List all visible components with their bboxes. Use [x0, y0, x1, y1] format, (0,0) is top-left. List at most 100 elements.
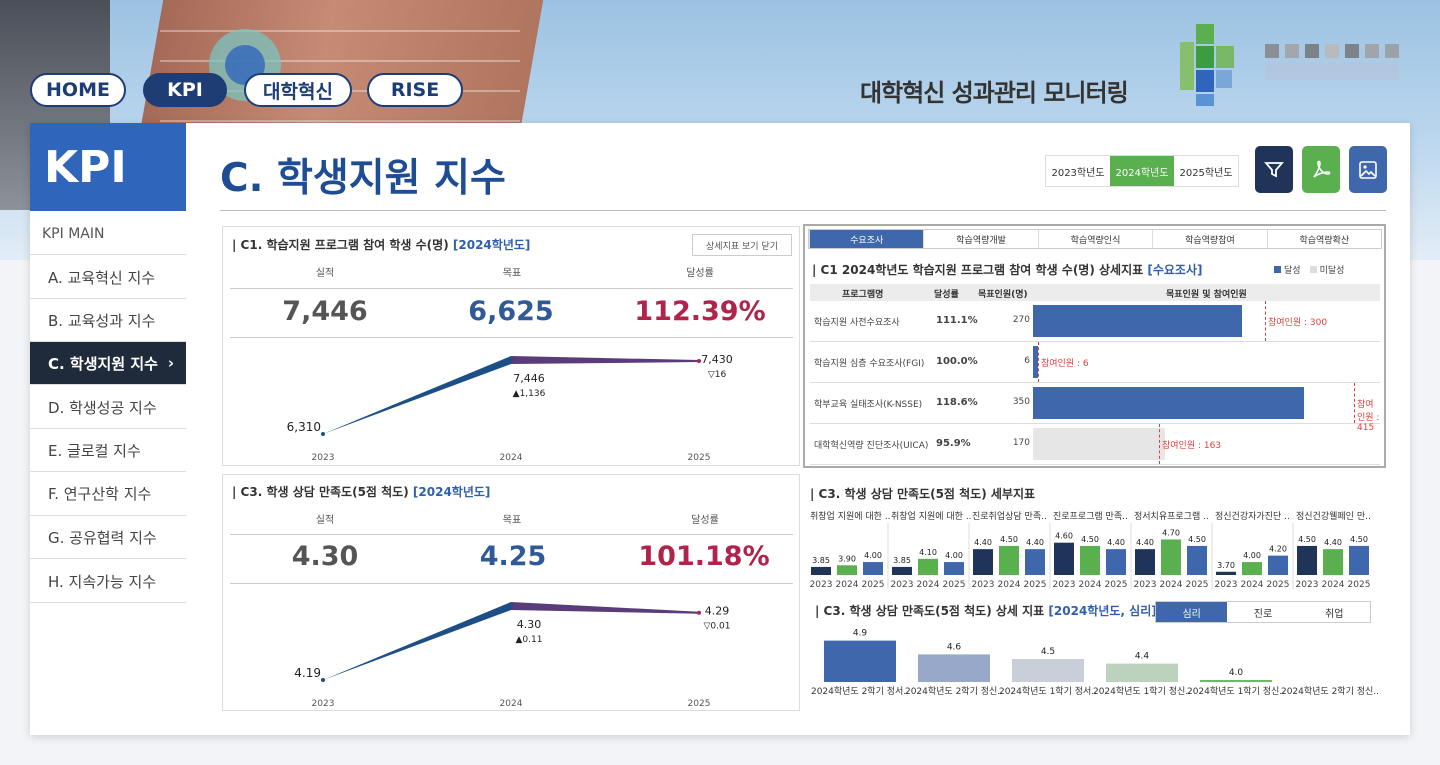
image-export-button[interactable] — [1349, 146, 1387, 193]
site-title: 대학혁신 성과관리 모니터링 — [860, 79, 1129, 107]
year-2025-button[interactable]: 2025학년도 — [1174, 156, 1238, 186]
row-target: 350 — [1012, 397, 1030, 407]
tab-learning-participation[interactable]: 학습역량참여 — [1152, 230, 1267, 248]
c3-bar-label-3-2025: 4.40 — [1107, 538, 1125, 547]
sidebar-item-c[interactable]: C. 학생지원 지수 › — [30, 342, 186, 385]
close-detail-button[interactable]: 상세지표 보기 닫기 — [692, 234, 792, 256]
tab-learning-development[interactable]: 학습역량개발 — [923, 230, 1038, 248]
filter-icon — [1264, 161, 1284, 177]
c1-trend-ribbon-2 — [511, 356, 699, 364]
tab-learning-awareness[interactable]: 학습역량인식 — [1037, 230, 1153, 248]
c3-bar-2-2024 — [999, 545, 1019, 575]
legend-unachieved: 미달성 — [1319, 266, 1345, 276]
c3-bar-4-2024 — [1161, 539, 1181, 575]
nav-kpi-button[interactable]: KPI — [143, 73, 227, 107]
c3-group-label-4: 정서치유프로그램 .. — [1134, 510, 1209, 522]
c3-bar-2-2023 — [973, 549, 993, 575]
sidebar-item-b[interactable]: B. 교육성과 지수 — [30, 299, 186, 342]
sidebar-item-label: H. 지속가능 지수 — [48, 572, 157, 591]
row-participant-marker — [1354, 383, 1355, 423]
c1-delta-label-2024: ▲1,136 — [513, 389, 546, 399]
c3-actual-label: 실적 — [315, 515, 335, 526]
detail-table-row: 학습지원 사전수요조사 111.1% 270 참여인원 : 300 — [810, 301, 1380, 342]
year-2024-button[interactable]: 2024학년도 — [1110, 156, 1174, 186]
c3-rate-label: 달성률 — [691, 515, 719, 526]
c1-title: | C1. 학습지원 프로그램 참여 학생 수(명) [2024학년도] — [232, 238, 531, 252]
filter-button[interactable] — [1255, 146, 1293, 193]
c3-group-label-2: 진로취업상담 만족.. — [972, 510, 1047, 522]
c3-bar-0-2025 — [863, 562, 883, 575]
c3-bar-label-2-2023: 4.40 — [974, 538, 992, 547]
sidebar-item-d[interactable]: D. 학생성공 지수 — [30, 386, 186, 429]
sidebar-item-label: F. 연구산학 지수 — [48, 485, 152, 503]
nav-rise-button[interactable]: RISE — [367, 73, 463, 107]
c3-group-label-0: 취창업 지원에 대한 .. — [810, 511, 891, 522]
legend-unachieved-swatch — [1309, 266, 1317, 273]
row-participant-marker — [1038, 342, 1039, 382]
pdf-export-button[interactable] — [1302, 146, 1340, 193]
c3-bar-year-4-2024: 2024 — [1160, 580, 1183, 590]
c3-bar-label-1-2023: 3.85 — [893, 556, 911, 565]
year-2023-button[interactable]: 2023학년도 — [1046, 156, 1110, 186]
c3-bar-label-0-2023: 3.85 — [812, 556, 830, 565]
detail-table-header: 프로그램명 달성률 목표인원(명) 목표인원 및 참여인원 — [810, 284, 1380, 301]
tab-career[interactable]: 진로 — [1227, 602, 1299, 622]
tab-employment[interactable]: 취업 — [1298, 602, 1370, 622]
c3-sub-bar-label-3: 4.4 — [1135, 652, 1150, 662]
sidebar-item-e[interactable]: E. 글로컬 지수 — [30, 429, 186, 472]
c3-title: | C3. 학생 상담 만족도(5점 척도) [2024학년도] — [232, 485, 491, 499]
tab-demand-survey[interactable]: 수요조사 — [809, 230, 924, 248]
c3-group-label-1: 취창업 지원에 대한 .. — [891, 511, 972, 522]
c3-bar-3-2023 — [1054, 542, 1074, 575]
c1-delta-label-2025: ▽16 — [708, 370, 727, 380]
row-participant-marker — [1265, 301, 1266, 341]
tab-learning-expansion[interactable]: 학습역량확산 — [1266, 230, 1382, 248]
c3-bar-year-6-2025: 2025 — [1348, 580, 1371, 590]
c3-bar-label-3-2024: 4.50 — [1081, 535, 1099, 544]
sidebar-item-kpi-main[interactable]: KPI MAIN — [30, 213, 186, 255]
c3-bar-6-2025 — [1349, 545, 1369, 575]
c3-sub-bar-4 — [1200, 680, 1272, 682]
c3-target-label: 목표 — [502, 515, 522, 526]
col-program: 프로그램명 — [842, 290, 884, 300]
c3-trend-ribbon-1 — [323, 602, 511, 680]
c3-sub-x-label-1: 2024학년도 2학기 정신.. — [905, 686, 1003, 697]
sidebar-item-f[interactable]: F. 연구산학 지수 — [30, 472, 186, 516]
row-rate: 100.0% — [936, 356, 978, 367]
sidebar-item-a[interactable]: A. 교육혁신 지수 — [30, 256, 186, 299]
sidebar-item-h[interactable]: H. 지속가능 지수 — [30, 560, 186, 603]
c1-x-tick-2025: 2025 — [688, 453, 711, 463]
detail-table-row: 대학혁신역량 진단조사(UICA) 95.9% 170 참여인원 : 163 — [810, 424, 1380, 465]
c3-bar-year-6-2023: 2023 — [1296, 580, 1319, 590]
row-target-bar — [1033, 346, 1038, 378]
c3-bar-0-2024 — [837, 565, 857, 575]
c3-bar-label-0-2025: 4.00 — [864, 551, 882, 560]
c3-sub-bar-3 — [1106, 663, 1178, 682]
c3-sub-tabs: 심리 진로 취업 — [1155, 601, 1371, 623]
tab-psychology[interactable]: 심리 — [1156, 602, 1228, 622]
sidebar-item-g[interactable]: G. 공유협력 지수 — [30, 516, 186, 559]
row-program-name: 학습지원 심층 수요조사(FGI) — [814, 359, 925, 369]
row-program-name: 학부교육 실태조사(K-NSSE) — [814, 400, 923, 410]
sidebar-item-label: B. 교육성과 지수 — [48, 311, 156, 330]
c1-point-2023 — [321, 432, 325, 436]
c3-group-label-3: 진로프로그램 만족.. — [1053, 510, 1128, 522]
c3-bar-4-2025 — [1187, 545, 1207, 575]
c3-point-2025 — [697, 610, 701, 615]
nav-university-innovation-button[interactable]: 대학혁신 — [244, 73, 352, 107]
c3-group-label-6: 정신건강웰페인 만.. — [1296, 511, 1371, 522]
c3-bar-year-0-2025: 2025 — [862, 580, 885, 590]
nav-home-button[interactable]: HOME — [30, 73, 126, 107]
row-target: 6 — [1024, 356, 1030, 366]
detail-legend: 달성 미달성 — [1274, 263, 1344, 276]
col-target: 목표인원(명) — [978, 290, 1028, 300]
c3-bar-label-5-2024: 4.00 — [1243, 551, 1261, 560]
c3-bar-year-2-2024: 2024 — [998, 580, 1021, 590]
c3-delta-label-2024: ▲0.11 — [516, 635, 543, 645]
detail-title: | C1 2024학년도 학습지원 프로그램 참여 학생 수(명) 상세지표 [… — [812, 263, 1203, 277]
c3-sub-bar-label-2: 4.5 — [1041, 647, 1055, 657]
c1-target-value: 6,625 — [468, 296, 554, 327]
c3-sub-chart: 4.9 2024학년도 2학기 정서.. 4.6 2024학년도 2학기 정신.. 4.… — [811, 629, 1379, 697]
c3-sub-bar-1 — [918, 654, 990, 682]
c1-actual-label: 실적 — [315, 268, 335, 279]
